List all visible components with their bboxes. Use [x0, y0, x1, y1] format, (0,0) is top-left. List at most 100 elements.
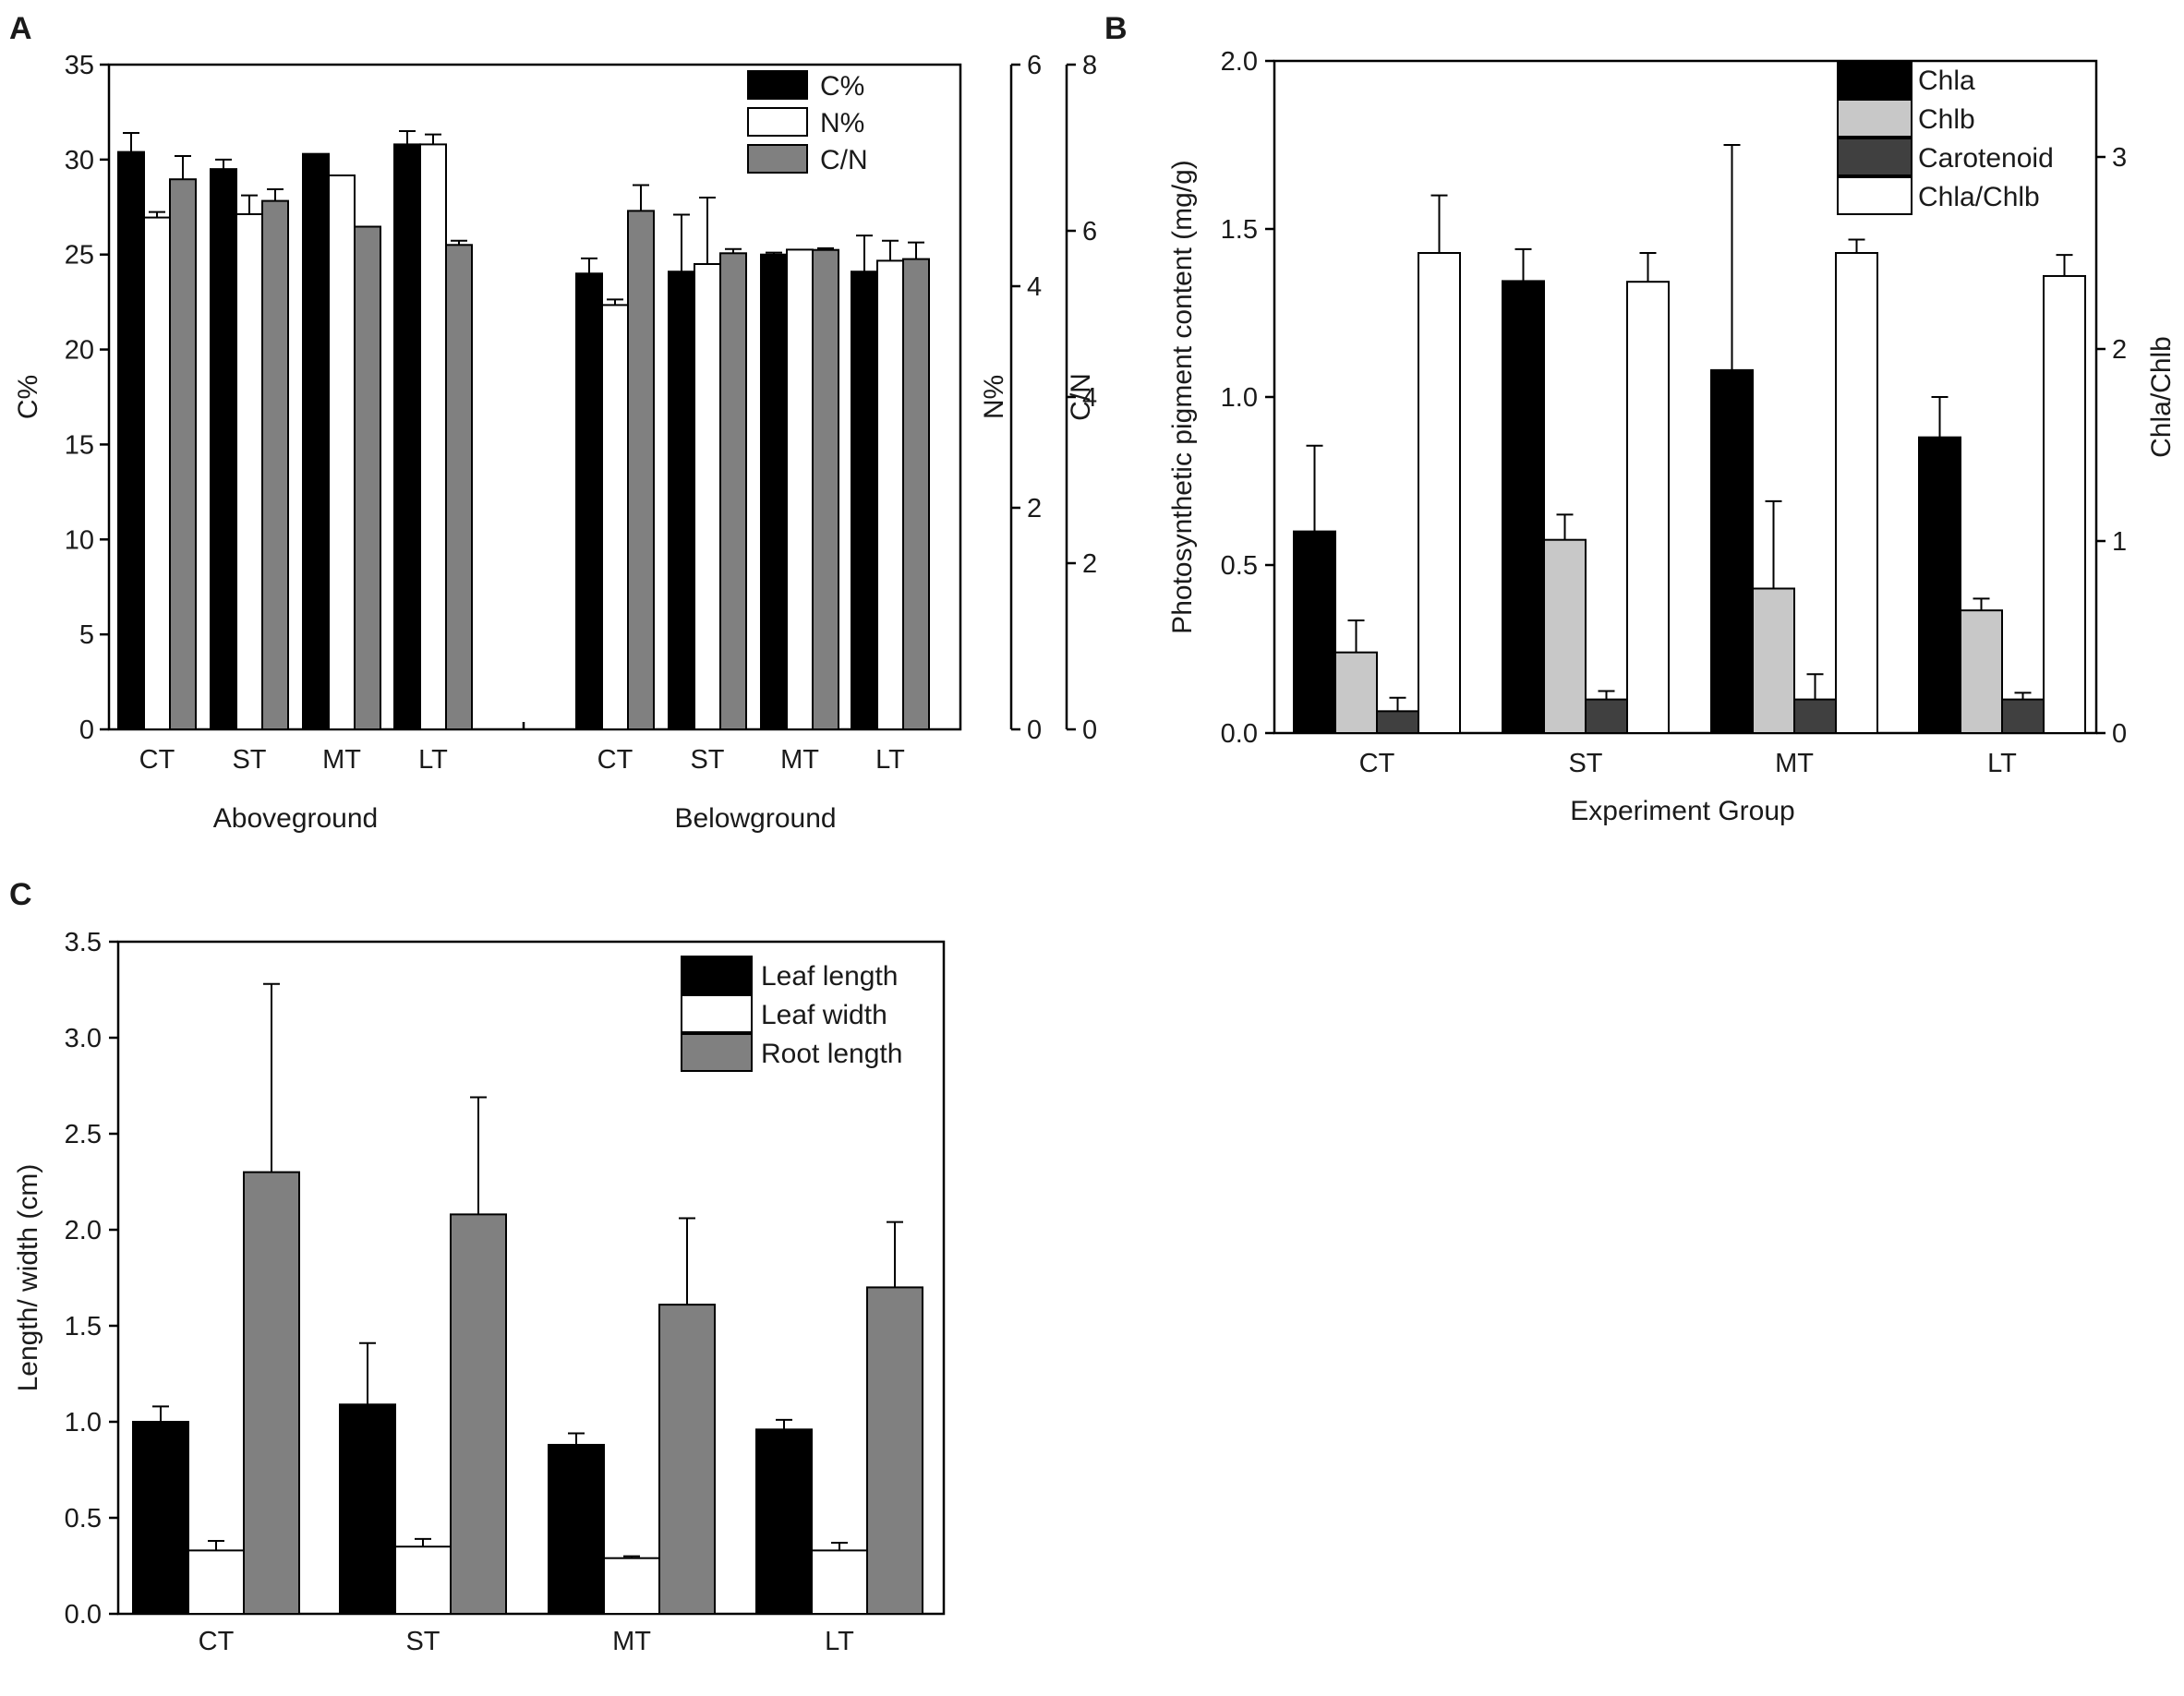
panel-a-left-tick-label: 25	[65, 241, 94, 271]
panel-c-plot-frame	[116, 940, 946, 1616]
panel-a-group-label-belowground: Belowground	[674, 803, 836, 834]
panel-b-right-tick-label: 3	[2112, 143, 2127, 173]
panel-b-legend-label-chla: Chla	[1918, 66, 1975, 96]
panel-c-bar-leaf-width-st	[394, 1546, 452, 1615]
panel-a-letter: A	[9, 11, 32, 46]
panel-b-y-axis-title: Photosynthetic pigment content (mg/g)	[1167, 160, 1198, 634]
panel-b-legend-label-carotenoid: Carotenoid	[1918, 143, 2054, 174]
panel-c-bar-root-length-lt	[866, 1286, 923, 1616]
panel-a-x-tick-label-aboveground-mt: MT	[322, 745, 361, 775]
panel-b-bar-chla-chlb-ct	[1418, 252, 1461, 734]
panel-b-bar-carotenoid-st	[1585, 698, 1628, 734]
panel-b-legend: Chla Chlb Carotenoid Chla/Chlb	[1837, 60, 2054, 215]
panel-c-x-tick-label-mt: MT	[612, 1627, 651, 1656]
panel-b-bar-carotenoid-lt	[2001, 698, 2045, 734]
panel-a-left-tick-label: 35	[65, 51, 94, 80]
panel-a-legend-label-n: N%	[820, 108, 864, 138]
panel-c-legend-label-leaf-length: Leaf length	[761, 961, 898, 992]
panel-a-n-tick-label: 6	[1027, 51, 1042, 80]
panel-a-group-label-aboveground: Aboveground	[213, 803, 378, 834]
panel-a-left-tick-label: 30	[65, 146, 94, 175]
panel-b-bar-chlb-st	[1543, 538, 1587, 735]
panel-c-left-tick-label: 0.0	[65, 1600, 102, 1630]
panel-b-bar-chlb-lt	[1960, 609, 2003, 735]
panel-b-bar-carotenoid-mt	[1793, 698, 1837, 734]
panel-b-left-tick-label: 1.0	[1221, 383, 1258, 413]
panel-a-x-tick-label-aboveground-ct: CT	[139, 745, 175, 775]
panel-a-bar-n-aboveground-ct	[143, 216, 171, 731]
panel-c-left-tick-label: 0.5	[65, 1504, 102, 1534]
panel-a-left-tick-label: 0	[79, 716, 94, 745]
panel-a-left-tick-label: 10	[65, 525, 94, 555]
panel-a-legend-label-c: C%	[820, 71, 864, 102]
panel-a-bar-c-aboveground-ct	[117, 150, 145, 730]
panel-a: A 0 5 10 15 20 25 30 35 0 2 4 6 0 2 4 6 8 CT ST MT LT CT ST MT L…	[9, 11, 1097, 834]
panel-b-legend-label-chlb: Chlb	[1918, 104, 1975, 135]
panel-a-legend-swatch-c-n	[747, 144, 808, 174]
panel-a-bar-c-n-belowground-st	[719, 252, 747, 730]
panel-a-cn-axis-title: C/N	[1066, 373, 1096, 421]
panel-a-legend: C% N% C/N	[747, 70, 868, 175]
panel-b-right-tick-label: 2	[2112, 335, 2127, 365]
panel-c-ticks: 0.0 0.5 1.0 1.5 2.0 2.5 3.0 3.5 CT ST MT LT	[65, 928, 854, 1656]
panel-a-cn-tick-label: 4	[1082, 383, 1097, 413]
panel-a-n-tick-label: 0	[1027, 716, 1042, 745]
panel-b-right-tick-label: 0	[2112, 719, 2127, 749]
panel-c-letter: C	[9, 877, 32, 912]
panel-b-letter: B	[1104, 11, 1128, 46]
panel-a-left-tick-label: 20	[65, 336, 94, 366]
panel-a-legend-swatch-c	[747, 70, 808, 100]
panel-b-bar-chla-mt	[1710, 368, 1754, 734]
panel-c-left-tick-label: 3.5	[65, 928, 102, 957]
panel-b-bar-chla-chlb-st	[1626, 281, 1670, 734]
panel-b-bar-chla-lt	[1918, 436, 1961, 734]
panel-c-left-tick-label: 2.5	[65, 1120, 102, 1149]
panel-a-n-tick-label: 2	[1027, 494, 1042, 523]
panel-a-bar-n-belowground-ct	[601, 304, 629, 730]
panel-b-bar-chlb-ct	[1334, 651, 1378, 735]
panel-a-bar-c-belowground-lt	[851, 271, 878, 730]
panel-c: C 0.0 0.5 1.0 1.5 2.0 2.5 3.0 3.5 CT ST MT LT Leaf …	[9, 877, 946, 1656]
panel-b-right-axis-title: Chla/Chlb	[2146, 336, 2177, 458]
panel-c-bar-root-length-ct	[243, 1171, 300, 1615]
panel-a-bar-c-aboveground-lt	[393, 143, 421, 730]
panel-a-bar-c-aboveground-mt	[302, 152, 330, 730]
panel-a-ticks: 0 5 10 15 20 25 30 35 0 2 4 6 0 2 4 6 8 CT ST MT LT CT ST MT LT	[65, 51, 1097, 775]
panel-c-legend-swatch-root-length	[681, 1033, 753, 1072]
panel-b-x-axis-title: Experiment Group	[1570, 796, 1794, 826]
panel-c-legend-swatch-leaf-length	[681, 956, 753, 994]
panel-c-bar-root-length-mt	[658, 1304, 716, 1615]
panel-a-bar-c-belowground-ct	[575, 272, 603, 730]
panel-b-left-tick-label: 0.0	[1221, 719, 1258, 749]
panel-b-x-tick-label-lt: LT	[1987, 749, 2017, 778]
panel-c-x-tick-label-lt: LT	[825, 1627, 854, 1656]
panel-c-legend-swatch-leaf-width	[681, 994, 753, 1033]
panel-b-bar-carotenoid-ct	[1376, 710, 1419, 735]
panel-a-bar-c-belowground-mt	[760, 253, 788, 730]
panel-c-bar-root-length-st	[450, 1213, 507, 1615]
panel-a-bar-n-aboveground-mt	[328, 174, 356, 730]
panel-c-y-axis-title: Length/ width (cm)	[13, 1164, 43, 1392]
panel-c-legend-label-leaf-width: Leaf width	[761, 1000, 887, 1030]
panel-b-bar-chla-st	[1502, 280, 1545, 734]
panel-b-bar-chla-chlb-lt	[2043, 274, 2086, 734]
panel-a-x-tick-label-belowground-ct: CT	[597, 745, 633, 775]
panel-b-legend-swatch-carotenoid	[1837, 138, 1913, 176]
panel-c-left-tick-label: 1.5	[65, 1312, 102, 1341]
panel-c-bar-leaf-length-ct	[132, 1421, 189, 1615]
panel-a-bar-c-n-aboveground-lt	[445, 244, 473, 730]
panel-a-bar-n-aboveground-lt	[419, 143, 447, 730]
panel-a-bar-n-belowground-lt	[876, 259, 904, 730]
panel-b-legend-label-chla-chlb: Chla/Chlb	[1918, 182, 2040, 212]
panel-c-bar-leaf-width-mt	[603, 1557, 660, 1616]
panel-a-n-tick-label: 4	[1027, 272, 1042, 302]
panel-a-plot-frame	[107, 63, 962, 731]
panel-c-bar-leaf-width-lt	[811, 1549, 868, 1615]
panel-b-x-tick-label-st: ST	[1568, 749, 1602, 778]
panel-a-left-tick-label: 5	[79, 620, 94, 650]
panel-b: B 0.0 0.5 1.0 1.5 2.0 0 1 2 3 CT ST MT LT Chla Chlb Ca…	[1104, 11, 2177, 826]
panel-c-legend: Leaf length Leaf width Root length	[681, 956, 902, 1072]
panel-c-bar-leaf-length-lt	[755, 1428, 813, 1615]
panel-c-bar-leaf-width-ct	[187, 1549, 245, 1615]
